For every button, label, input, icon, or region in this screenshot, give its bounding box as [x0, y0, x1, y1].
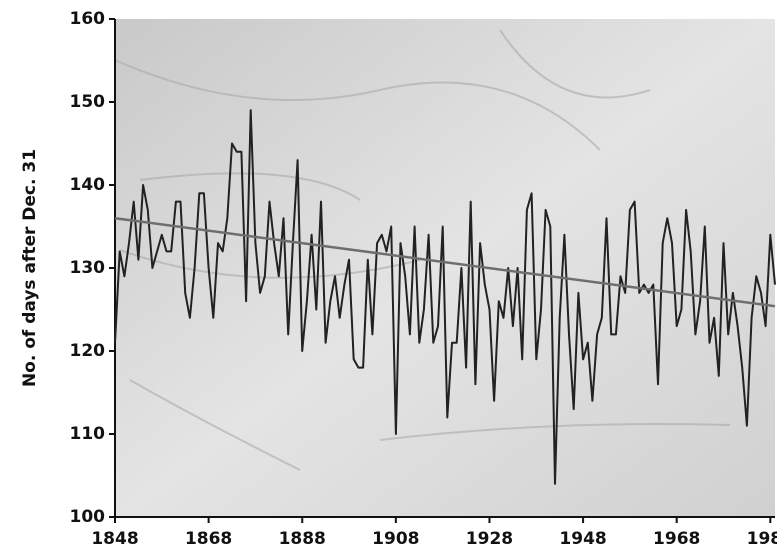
- x-tick-label: 1848: [91, 529, 138, 549]
- x-tick-label: 1948: [559, 529, 606, 549]
- y-tick-label: 140: [70, 175, 106, 195]
- y-tick-label: 110: [70, 424, 106, 444]
- y-tick-label: 120: [70, 341, 106, 361]
- y-tick-label: 130: [70, 258, 106, 278]
- y-tick-label: 160: [70, 9, 106, 29]
- x-tick-label: 1968: [653, 529, 700, 549]
- x-tick-label: 1888: [279, 529, 326, 549]
- x-tick-label: 1868: [185, 529, 232, 549]
- data-line: [114, 109, 776, 485]
- trend-line: [114, 216, 776, 308]
- y-tick-label: 150: [70, 92, 106, 112]
- x-tick-label: 1928: [466, 529, 513, 549]
- branch-texture: [114, 29, 731, 471]
- y-axis-label: No. of days after Dec. 31: [20, 149, 40, 387]
- x-tick-label: 1988: [747, 529, 777, 549]
- photo-background: [115, 19, 775, 517]
- x-tick-label: 1908: [372, 529, 419, 549]
- y-tick-label: 100: [70, 507, 106, 527]
